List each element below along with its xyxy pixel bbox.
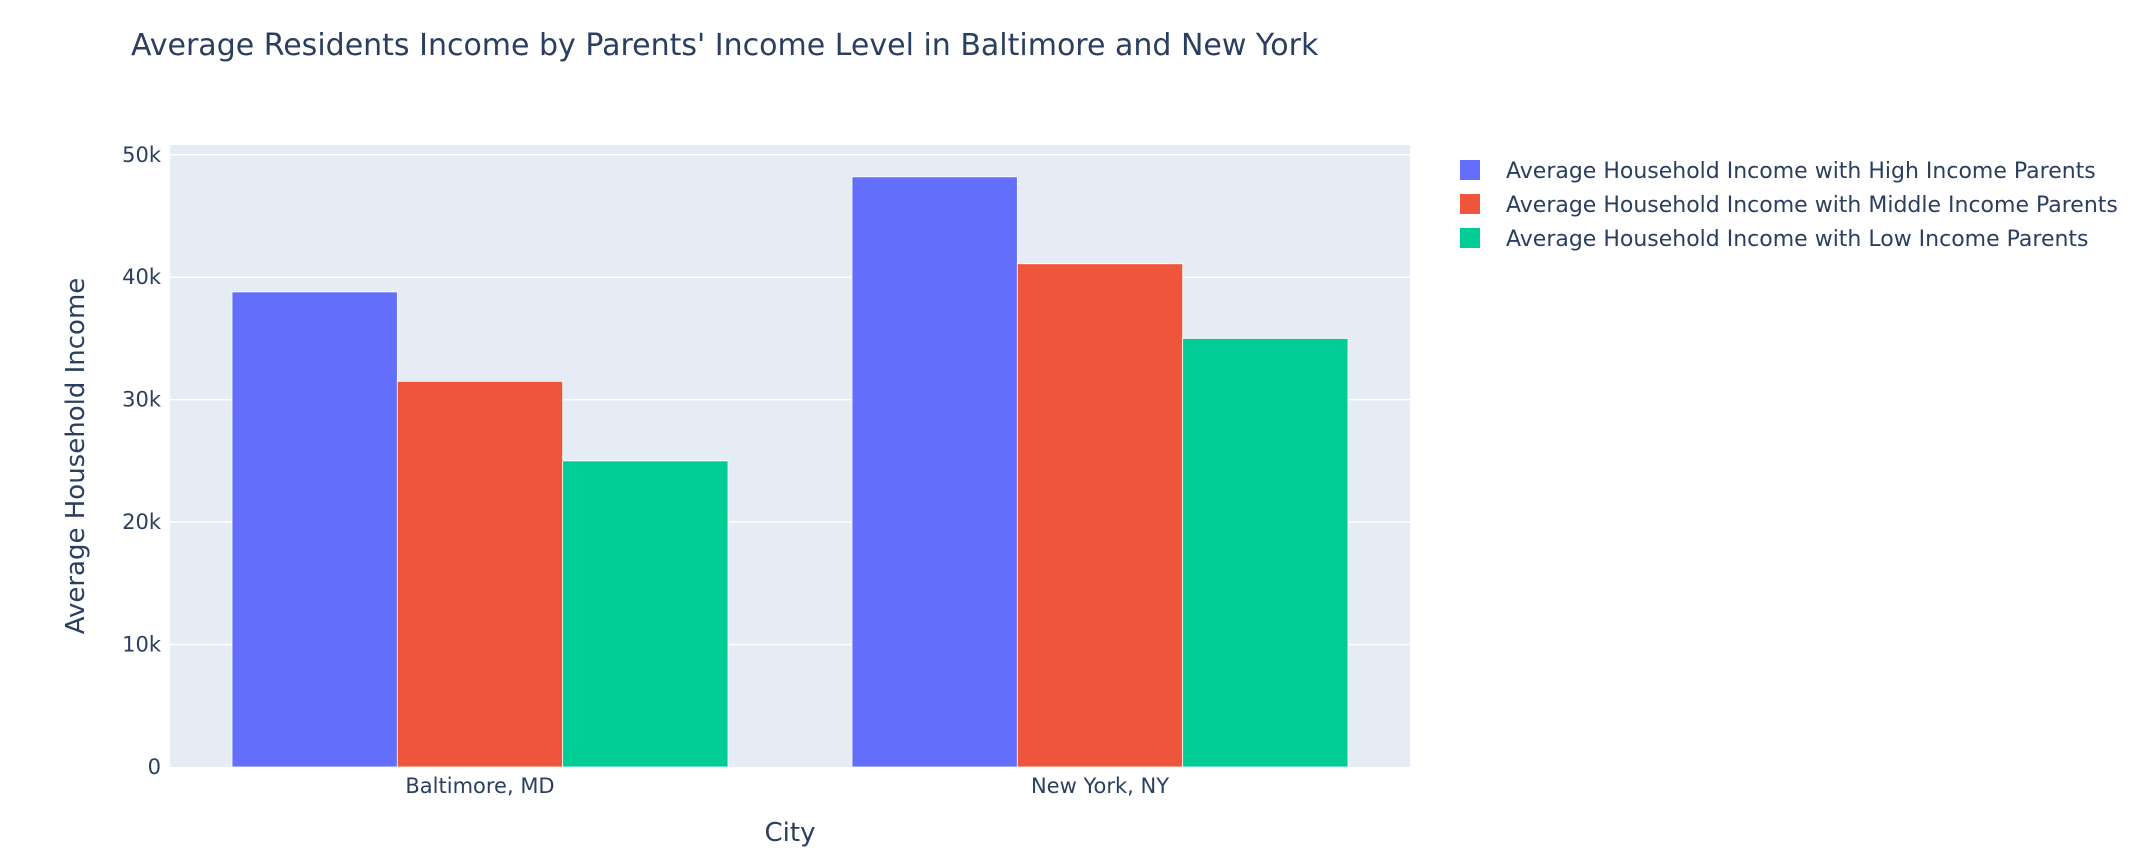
x-tick-label: Baltimore, MD <box>405 774 554 798</box>
bar-series-0-cat-0[interactable] <box>231 291 398 768</box>
y-axis-title: Average Household Income <box>61 278 91 635</box>
y-tick-label: 20k <box>122 510 162 534</box>
bar-series-1-cat-0[interactable] <box>396 380 564 768</box>
y-tick-label: 0 <box>148 755 161 779</box>
bar-series-2-cat-1[interactable] <box>1182 338 1349 768</box>
bar-series-0-cat-1[interactable] <box>851 176 1018 768</box>
legend-item[interactable]: Average Household Income with Low Income… <box>1460 227 2089 252</box>
legend-swatch <box>1460 160 1480 180</box>
chart-title: Average Residents Income by Parents' Inc… <box>131 28 1319 63</box>
x-axis-ticks: Baltimore, MD New York, NY <box>405 774 1169 798</box>
bar-series-2-cat-0[interactable] <box>562 460 729 768</box>
legend-swatch <box>1460 228 1480 248</box>
legend-label: Average Household Income with Low Income… <box>1506 227 2089 252</box>
legend-label: Average Household Income with High Incom… <box>1506 159 2096 184</box>
x-axis-title: City <box>765 818 816 848</box>
y-tick-label: 40k <box>122 265 162 289</box>
bars <box>231 176 1349 768</box>
y-axis-ticks: 0 10k 20k 30k 40k 50k <box>122 143 162 779</box>
legend-item[interactable]: Average Household Income with Middle Inc… <box>1460 193 2118 218</box>
legend-label: Average Household Income with Middle Inc… <box>1506 193 2118 218</box>
bar-series-1-cat-1[interactable] <box>1016 263 1184 768</box>
legend-swatch <box>1460 194 1480 214</box>
y-tick-label: 50k <box>122 143 162 167</box>
legend[interactable]: Average Household Income with High Incom… <box>1460 159 2118 252</box>
y-tick-label: 10k <box>122 633 162 657</box>
x-tick-label: New York, NY <box>1031 774 1169 798</box>
legend-item[interactable]: Average Household Income with High Incom… <box>1460 159 2096 184</box>
y-tick-label: 30k <box>122 388 162 412</box>
